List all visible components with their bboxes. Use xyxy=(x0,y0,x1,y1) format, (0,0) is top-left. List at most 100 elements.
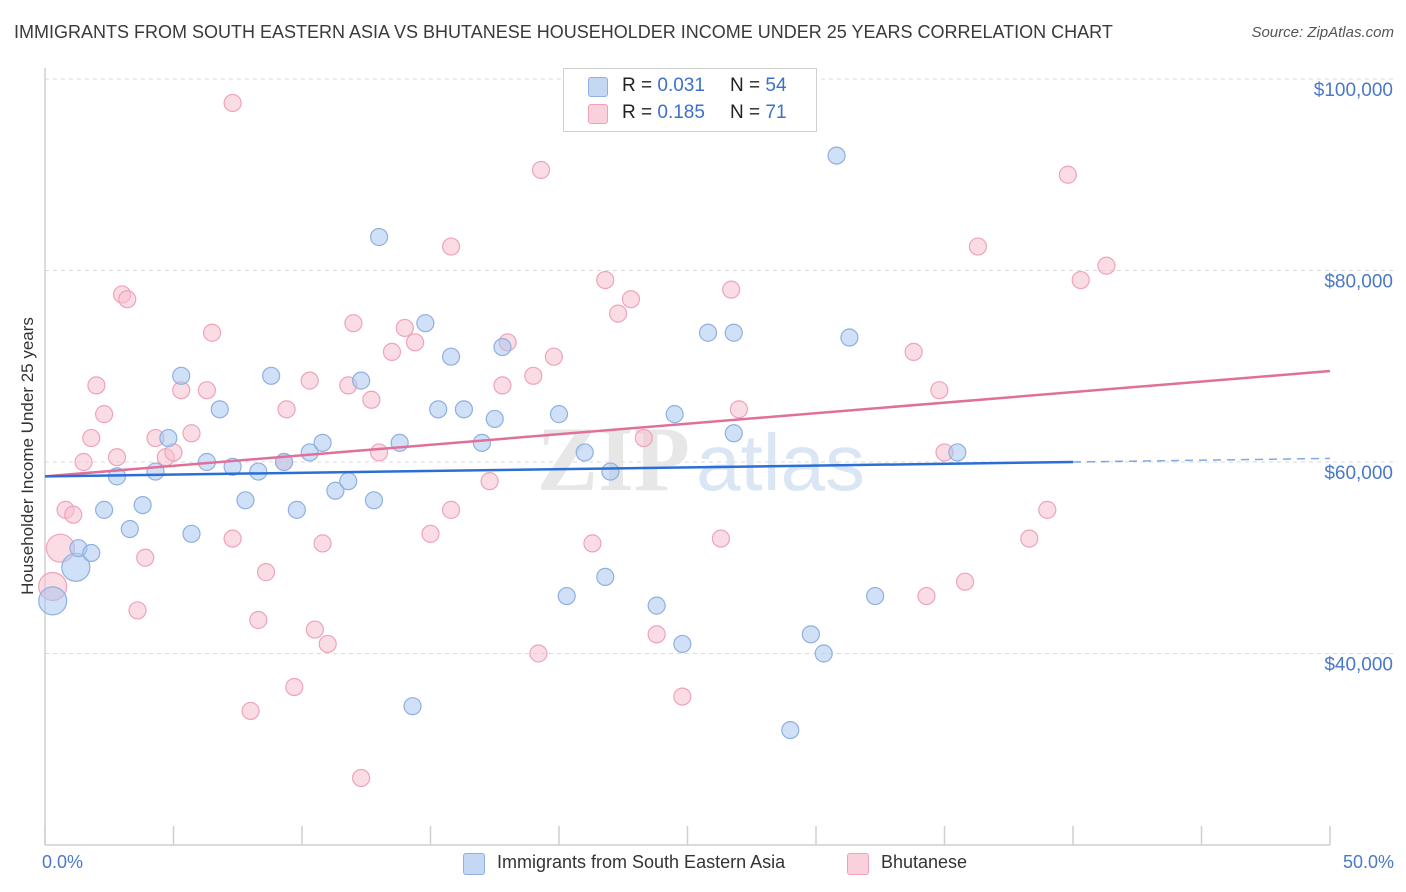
bhutanese-point xyxy=(87,376,106,395)
bhutanese-point xyxy=(300,371,319,390)
bhutanese-point xyxy=(711,529,731,548)
sea-immigrant-point xyxy=(262,366,281,385)
bhutanese-point xyxy=(82,428,101,448)
bhutanese-point xyxy=(480,472,499,491)
legend-n-value: 54 xyxy=(765,75,787,96)
bhutanese-point xyxy=(95,405,114,424)
bhutanese-point xyxy=(544,347,563,366)
bhutanese-point xyxy=(441,500,461,519)
bhutanese-point xyxy=(318,634,337,654)
sea-immigrant-point xyxy=(814,644,833,663)
sea-immigrant-point xyxy=(182,524,201,543)
bhutanese-point xyxy=(1020,529,1039,548)
legend: R = 0.031 N = 54 R = 0.185 N = 71 xyxy=(563,68,817,132)
watermark-atlas: atlas xyxy=(696,418,865,507)
sea-immigrant-point xyxy=(493,338,512,357)
sea-immigrant-point xyxy=(352,371,371,390)
bhutanese-point xyxy=(118,290,137,309)
sea-immigrant-point xyxy=(575,443,594,462)
bhutanese-point xyxy=(583,534,602,553)
bhutanese-point xyxy=(930,381,949,400)
legend-n-label: N = xyxy=(730,75,761,96)
bottom-legend-swatch-pink xyxy=(847,853,869,875)
bottom-legend: Immigrants from South Eastern Asia Bhuta… xyxy=(0,852,1406,878)
bhutanese-point xyxy=(524,366,543,385)
sea-immigrant-points xyxy=(38,146,967,740)
sea-immigrant-point xyxy=(133,495,152,515)
bhutanese-point xyxy=(673,687,692,706)
sea-immigrant-point xyxy=(472,433,491,452)
legend-r-pink: R = 0.185 xyxy=(622,102,705,124)
legend-n-value: 71 xyxy=(765,102,787,123)
bhutanese-point xyxy=(395,318,414,338)
legend-swatch-pink xyxy=(588,104,608,124)
legend-r-value: 0.031 xyxy=(657,75,705,96)
axes xyxy=(44,68,1331,846)
sea-immigrant-point xyxy=(172,366,191,385)
sea-immigrant-point xyxy=(287,500,306,519)
bhutanese-point xyxy=(968,237,988,256)
bhutanese-point xyxy=(256,563,276,582)
bhutanese-point xyxy=(362,390,381,409)
bhutanese-point xyxy=(529,644,548,663)
sea-immigrant-point xyxy=(326,481,345,500)
bhutanese-point xyxy=(64,505,83,524)
bhutanese-point xyxy=(441,237,461,256)
bhutanese-point xyxy=(609,304,628,323)
bottom-legend-label-pink: Bhutanese xyxy=(881,852,968,872)
sea-immigrant-point xyxy=(557,586,576,606)
bhutanese-point xyxy=(249,610,268,630)
bhutanese-point xyxy=(1038,500,1057,519)
bhutanese-point xyxy=(370,443,389,462)
sea-immigrant-point xyxy=(416,314,435,333)
sea-immigrant-point xyxy=(403,697,422,716)
y-tick-label: $40,000 xyxy=(1324,655,1393,676)
bhutanese-point xyxy=(277,400,296,419)
sea-immigrant-point xyxy=(236,491,255,510)
sea-immigrant-point xyxy=(665,405,684,424)
bhutanese-point xyxy=(352,768,371,788)
sea-immigrant-point xyxy=(159,428,178,448)
x-tick-label-min: 0.0% xyxy=(42,852,84,872)
legend-n-blue: N = 54 xyxy=(730,75,787,97)
legend-n-pink: N = 71 xyxy=(730,102,787,124)
bhutanese-point xyxy=(107,448,127,467)
sea-immigrant-point xyxy=(249,462,268,481)
sea-immigrant-point xyxy=(370,227,389,247)
sea-immigrant-point xyxy=(948,443,967,462)
sea-immigrant-point xyxy=(724,323,743,342)
sea-immigrant-point xyxy=(781,720,800,740)
gridlines xyxy=(45,78,1394,654)
sea-immigrant-point xyxy=(596,567,615,587)
sea-immigrant-point xyxy=(120,519,139,539)
legend-r-value: 0.185 xyxy=(657,102,705,123)
bhutanese-point xyxy=(74,452,93,472)
bhutanese-point xyxy=(421,524,440,543)
sea-immigrant-point xyxy=(82,543,101,563)
bhutanese-point xyxy=(722,280,741,299)
legend-r-blue: R = 0.031 xyxy=(622,75,705,97)
sea-immigrant-point xyxy=(339,472,358,491)
x-tick-label-max: 50.0% xyxy=(1342,852,1394,872)
legend-n-label: N = xyxy=(730,102,761,123)
bhutanese-trend-line xyxy=(44,369,1331,478)
bhutanese-point xyxy=(1071,270,1090,290)
sea-immigrant-point xyxy=(673,634,692,654)
bhutanese-point xyxy=(955,572,975,591)
bhutanese-point xyxy=(917,586,936,606)
sea-immigrant-trend-line xyxy=(44,460,1074,478)
y-tick-label: $100,000 xyxy=(1314,80,1393,101)
legend-r-label: R = xyxy=(622,102,653,123)
bhutanese-point xyxy=(313,534,332,553)
sea-immigrant-point xyxy=(95,500,114,519)
bhutanese-point xyxy=(596,270,615,290)
bhutanese-point xyxy=(223,529,242,548)
sea-immigrant-trend-extension xyxy=(1072,457,1331,463)
bhutanese-point xyxy=(182,424,201,443)
legend-swatch-blue xyxy=(588,77,608,97)
sea-immigrant-point xyxy=(429,400,448,419)
sea-immigrant-point xyxy=(313,433,332,452)
sea-immigrant-point xyxy=(210,400,229,419)
sea-immigrant-point xyxy=(38,586,68,616)
